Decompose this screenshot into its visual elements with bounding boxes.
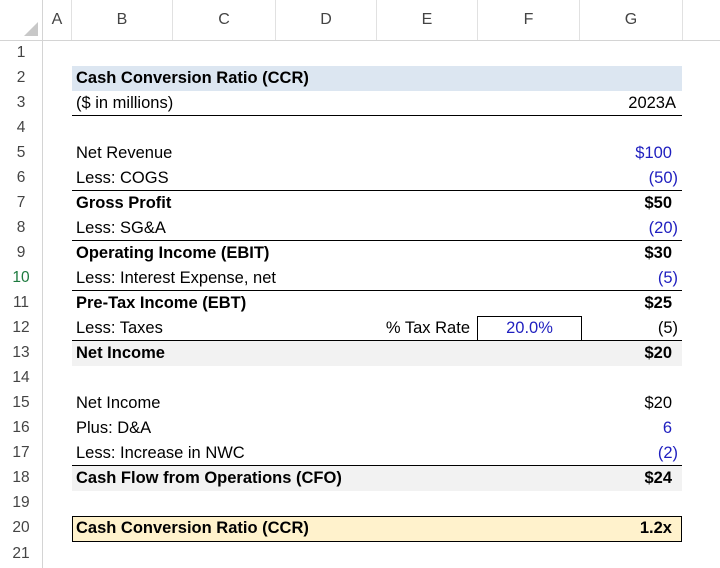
net-revenue-label[interactable]: Net Revenue <box>76 144 173 162</box>
ccr-label[interactable]: Cash Conversion Ratio (CCR) <box>76 519 309 537</box>
net-revenue-value[interactable]: $100 <box>635 144 672 162</box>
period-label[interactable]: 2023A <box>628 94 676 112</box>
column-header-b[interactable]: B <box>72 0 173 40</box>
interest-label[interactable]: Less: Interest Expense, net <box>76 269 276 287</box>
row-header-1[interactable]: 1 <box>0 41 43 65</box>
sga-underline <box>72 216 682 241</box>
da-value[interactable]: 6 <box>662 419 672 437</box>
row-header-6[interactable]: 6 <box>0 165 43 190</box>
ebt-value[interactable]: $25 <box>644 294 672 312</box>
cfo-value[interactable]: $24 <box>644 469 672 487</box>
ccr-value[interactable]: 1.2x <box>639 519 672 537</box>
row-header-14[interactable]: 14 <box>0 365 43 390</box>
ebit-label[interactable]: Operating Income (EBIT) <box>76 244 270 262</box>
cogs-label[interactable]: Less: COGS <box>76 169 169 187</box>
title-band <box>72 66 682 91</box>
select-all-corner[interactable] <box>0 0 43 40</box>
taxes-value[interactable]: (5) <box>657 319 678 337</box>
units-row-underline <box>72 91 682 116</box>
nwc-underline <box>72 441 682 466</box>
cogs-underline <box>72 166 682 191</box>
row-header-10[interactable]: 10 <box>0 265 43 290</box>
interest-underline <box>72 266 682 291</box>
row-header-12[interactable]: 12 <box>0 315 43 340</box>
ccr-band <box>72 516 682 542</box>
units-label[interactable]: ($ in millions) <box>76 94 174 112</box>
row-header-13[interactable]: 13 <box>0 340 43 365</box>
gross-profit-value[interactable]: $50 <box>644 194 672 212</box>
row-header-19[interactable]: 19 <box>0 490 43 515</box>
row-header-11[interactable]: 11 <box>0 290 43 315</box>
interest-value[interactable]: (5) <box>657 269 678 287</box>
cfo-band <box>72 466 682 491</box>
row-header-21[interactable]: 21 <box>0 540 43 568</box>
sga-label[interactable]: Less: SG&A <box>76 219 166 237</box>
net-income-label[interactable]: Net Income <box>76 344 165 362</box>
row-header-18[interactable]: 18 <box>0 465 43 490</box>
row-header-16[interactable]: 16 <box>0 415 43 440</box>
ebit-value[interactable]: $30 <box>644 244 672 262</box>
column-header-a[interactable]: A <box>43 0 72 40</box>
row-header-5[interactable]: 5 <box>0 140 43 165</box>
column-header-g[interactable]: G <box>580 0 683 40</box>
tax-rate-label: % Tax Rate <box>385 319 470 337</box>
nwc-label[interactable]: Less: Increase in NWC <box>76 444 245 462</box>
select-all-triangle-icon <box>24 22 38 36</box>
cfo-label[interactable]: Cash Flow from Operations (CFO) <box>76 469 342 487</box>
cfo-net-income-value[interactable]: $20 <box>644 394 672 412</box>
row-header-20[interactable]: 20 <box>0 515 43 540</box>
gross-profit-label[interactable]: Gross Profit <box>76 194 172 212</box>
column-header-f[interactable]: F <box>478 0 580 40</box>
model-title[interactable]: Cash Conversion Ratio (CCR) <box>76 69 309 87</box>
cfo-net-income-label[interactable]: Net Income <box>76 394 161 412</box>
column-header-c[interactable]: C <box>173 0 276 40</box>
nwc-value[interactable]: (2) <box>657 444 678 462</box>
cogs-value[interactable]: (50) <box>648 169 678 187</box>
row-header-15[interactable]: 15 <box>0 390 43 415</box>
taxes-underline <box>72 316 682 341</box>
row-header-7[interactable]: 7 <box>0 190 43 215</box>
da-label[interactable]: Plus: D&A <box>76 419 152 437</box>
sga-value[interactable]: (20) <box>648 219 678 237</box>
taxes-label[interactable]: Less: Taxes <box>76 319 163 337</box>
row-header-4[interactable]: 4 <box>0 115 43 140</box>
tax-rate-input[interactable]: 20.0% <box>477 316 582 341</box>
column-header-row: A B C D E F G <box>0 0 720 41</box>
ebt-label[interactable]: Pre-Tax Income (EBT) <box>76 294 247 312</box>
row-header-8[interactable]: 8 <box>0 215 43 240</box>
row-header-9[interactable]: 9 <box>0 240 43 265</box>
column-header-d[interactable]: D <box>276 0 377 40</box>
column-header-e[interactable]: E <box>377 0 478 40</box>
row-header-17[interactable]: 17 <box>0 440 43 465</box>
row-header-2[interactable]: 2 <box>0 65 43 90</box>
row-header-3[interactable]: 3 <box>0 90 43 115</box>
net-income-band <box>72 341 682 366</box>
net-income-value[interactable]: $20 <box>644 344 672 362</box>
